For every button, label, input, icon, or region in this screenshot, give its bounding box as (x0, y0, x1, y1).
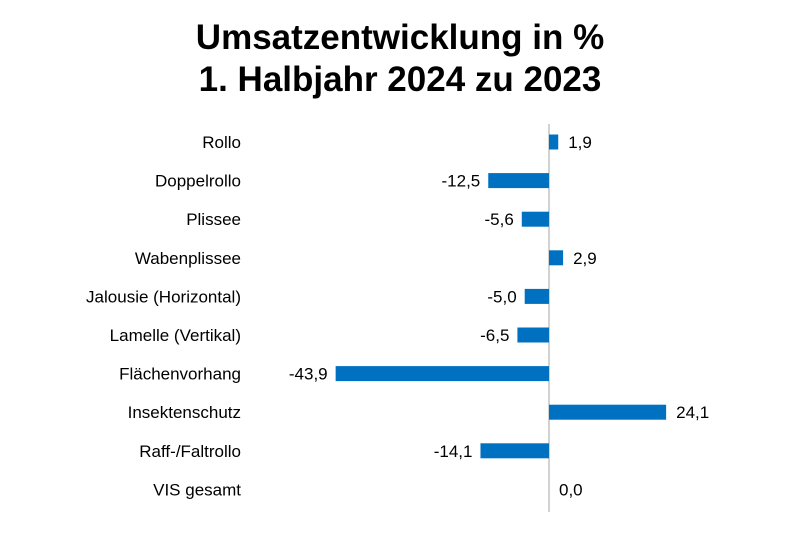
bar (549, 404, 667, 420)
data-label: 0,0 (559, 480, 583, 499)
category-label: Plissee (186, 210, 241, 229)
category-label: VIS gesamt (153, 480, 241, 499)
chart-title: Umsatzentwicklung in % (195, 18, 605, 57)
data-label: 2,9 (573, 249, 597, 268)
data-label: 24,1 (676, 403, 709, 422)
data-label: -6,5 (480, 326, 509, 345)
category-label: Lamelle (Vertikal) (110, 326, 241, 345)
bar (521, 211, 549, 227)
data-label: -43,9 (289, 365, 328, 384)
category-label: Jalousie (Horizontal) (86, 287, 241, 306)
bar (524, 288, 549, 304)
data-label: -5,6 (484, 210, 513, 229)
data-label: -14,1 (434, 442, 473, 461)
category-label: Wabenplissee (135, 249, 241, 268)
chart-subtitle: 1. Halbjahr 2024 zu 2023 (198, 60, 602, 99)
category-label: Rollo (202, 133, 241, 152)
data-label: 1,9 (568, 133, 592, 152)
bar (517, 327, 549, 343)
bar (480, 443, 549, 459)
bar (549, 134, 559, 150)
category-label: Flächenvorhang (119, 365, 241, 384)
category-label: Raff-/Faltrollo (139, 442, 241, 461)
bar (488, 173, 549, 189)
category-label: Doppelrollo (155, 172, 241, 191)
bar (335, 366, 549, 382)
bar (549, 250, 564, 266)
data-label: -12,5 (442, 172, 481, 191)
category-label: Insektenschutz (128, 403, 241, 422)
data-label: -5,0 (487, 287, 516, 306)
